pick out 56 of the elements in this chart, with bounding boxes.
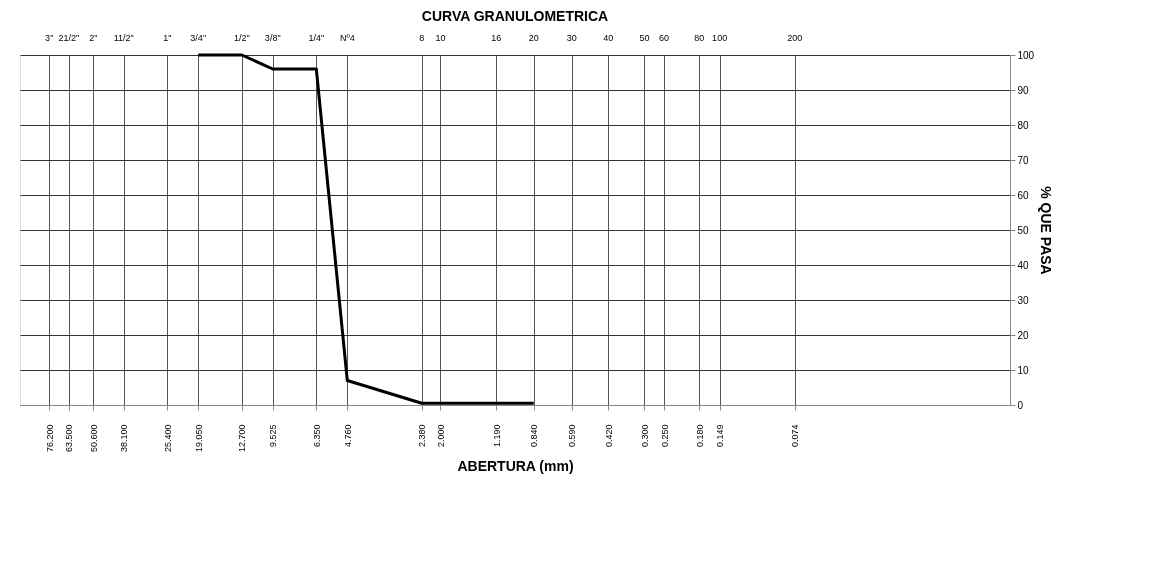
text: 3/8" xyxy=(264,33,281,43)
y-tick-label: 50 xyxy=(1017,224,1030,236)
text: 60 xyxy=(659,33,670,43)
y-tick-label: 40 xyxy=(1017,259,1030,271)
text: 80 xyxy=(694,33,705,43)
text: 8 xyxy=(419,33,425,43)
x-tick-label: 9.525 xyxy=(268,424,279,448)
x-tick-label: 0.590 xyxy=(567,424,578,448)
x-tick-label: 0.250 xyxy=(659,424,670,448)
text: 1/2" xyxy=(233,33,250,43)
x-tick-label: 0.180 xyxy=(694,424,705,448)
text: 50 xyxy=(639,33,650,43)
y-axis-title: % QUE PASA xyxy=(1038,186,1055,275)
x-tick-label: 0.300 xyxy=(639,424,650,448)
x-tick-label: 76.200 xyxy=(44,424,55,453)
text: 2" xyxy=(89,33,98,43)
y-tick-label: 80 xyxy=(1017,119,1030,131)
x-tick-label: 2.380 xyxy=(417,424,428,448)
x-tick-label: 6.350 xyxy=(311,424,322,448)
text: 30 xyxy=(566,33,577,43)
text: 1/4" xyxy=(308,33,325,43)
y-tick-label: 0 xyxy=(1017,399,1024,411)
x-tick-label: 2.000 xyxy=(436,424,446,448)
x-tick-label: 12.700 xyxy=(237,424,248,453)
x-tick-label: 1.190 xyxy=(491,424,502,448)
x-tick-label: 0.840 xyxy=(529,424,540,448)
text: 200 xyxy=(787,33,803,43)
x-axis-title: ABERTURA (mm) xyxy=(457,458,574,475)
text: 11/2" xyxy=(113,33,134,43)
y-tick-label: 10 xyxy=(1017,364,1030,376)
text: 1" xyxy=(163,33,172,43)
text: 3/4" xyxy=(190,33,207,43)
y-tick-label: 20 xyxy=(1017,329,1030,341)
y-tick-label: 60 xyxy=(1017,189,1030,201)
x-tick-label: 63.500 xyxy=(64,424,75,453)
text: 20 xyxy=(528,33,539,43)
x-tick-label: 50.600 xyxy=(88,424,99,453)
text: Nº4 xyxy=(339,33,355,43)
y-tick-label: 30 xyxy=(1017,294,1030,306)
text: 21/2" xyxy=(58,33,80,43)
text: 3" xyxy=(45,33,54,43)
x-tick-label: 25.400 xyxy=(162,424,173,453)
text: 16 xyxy=(491,33,502,43)
x-tick-label: 38.100 xyxy=(119,424,130,453)
y-tick-label: 100 xyxy=(1017,49,1035,61)
x-tick-label: 0.149 xyxy=(715,424,726,448)
chart-title: CURVA GRANULOMETRICA xyxy=(421,8,609,24)
text: 100 xyxy=(712,33,728,43)
x-tick-label: 0.074 xyxy=(790,424,801,448)
x-tick-label: 0.420 xyxy=(603,424,614,448)
y-tick-label: 90 xyxy=(1017,84,1030,96)
text: 10 xyxy=(435,33,446,43)
text: 40 xyxy=(603,33,614,43)
x-tick-label: 19.050 xyxy=(193,424,204,453)
x-tick-label: 4.760 xyxy=(342,424,353,448)
y-tick-label: 70 xyxy=(1017,154,1030,166)
